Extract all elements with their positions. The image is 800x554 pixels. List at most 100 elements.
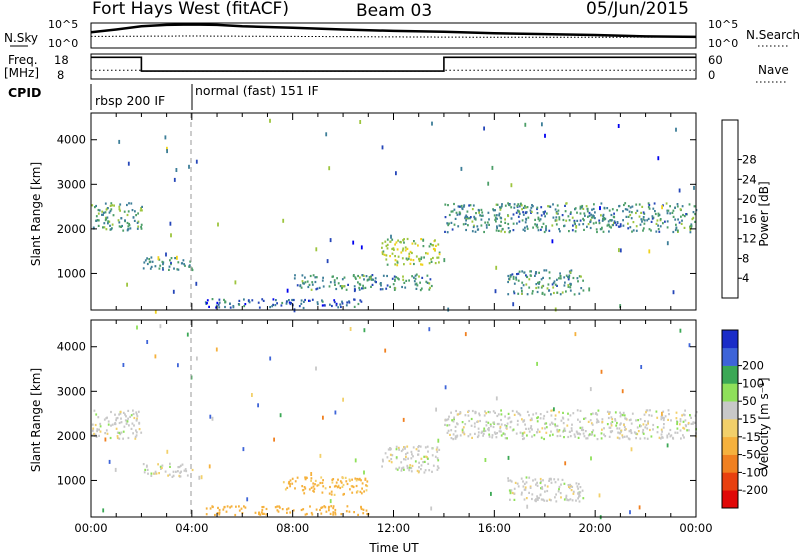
power-cell [402, 239, 404, 242]
power-cell [507, 293, 510, 296]
velocity-cell [343, 492, 345, 496]
power-colorbar-label: 28 [742, 153, 757, 167]
power-cell [126, 213, 129, 217]
velocity-cell [418, 445, 420, 448]
power-cell [641, 220, 643, 223]
velocity-cell [609, 426, 612, 429]
power-cell [643, 222, 646, 225]
power-cell [589, 218, 592, 222]
velocity-cell [331, 481, 334, 484]
power-cell [692, 216, 695, 219]
velocity-noise-cell [437, 438, 440, 443]
velocity-cell [284, 488, 287, 491]
power-cell [526, 206, 529, 209]
power-cell [398, 278, 400, 281]
power-cell [150, 265, 153, 268]
velocity-cell [517, 412, 520, 415]
velocity-cell [134, 437, 137, 440]
velocity-cell [95, 435, 98, 438]
velocity-cell [435, 448, 438, 451]
velocity-cell [664, 415, 667, 418]
power-cell [567, 285, 570, 288]
velocity-cell [554, 425, 557, 428]
velocity-cell [611, 430, 614, 433]
power-cell [375, 280, 377, 284]
power-cell [134, 210, 136, 213]
velocity-cell [510, 489, 513, 492]
velocity-cell [450, 429, 453, 432]
velocity-cell [539, 494, 542, 497]
velocity-noise-cell [629, 510, 631, 515]
velocity-cell [154, 470, 157, 473]
power-cell [308, 299, 311, 302]
velocity-cell [587, 434, 590, 437]
power-noise-cell [657, 156, 660, 161]
power-cell [537, 281, 539, 284]
velocity-cell [422, 461, 424, 464]
power-cell [488, 223, 490, 226]
velocity-cell [446, 424, 449, 427]
power-cell [500, 230, 503, 233]
velocity-cell [426, 457, 429, 460]
velocity-cell [633, 431, 636, 434]
velocity-noise-cell [484, 458, 487, 462]
power-cell [365, 275, 368, 278]
velocity-cell [340, 513, 343, 516]
power-cell [504, 204, 507, 207]
velocity-cell [361, 482, 364, 485]
power-cell [396, 261, 399, 264]
power-cell [137, 220, 140, 223]
velocity-cell [396, 468, 399, 471]
power-cell [507, 202, 509, 205]
velocity-cell [179, 475, 182, 478]
velocity-cell [578, 432, 580, 435]
power-cell [548, 271, 551, 274]
power-noise-cell [166, 146, 168, 151]
power-cell [429, 286, 431, 289]
power-cell [485, 224, 488, 227]
velocity-cell [535, 412, 538, 415]
power-cell [133, 219, 136, 222]
power-cell [548, 289, 550, 292]
power-cell [276, 302, 278, 305]
velocity-cell [310, 479, 312, 482]
power-cell [312, 274, 315, 277]
power-cell [104, 211, 107, 214]
power-cell [420, 256, 423, 259]
velocity-cell [515, 410, 518, 413]
power-cell [421, 276, 424, 279]
velocity-cell [330, 490, 333, 493]
power-noise-cell [460, 166, 463, 171]
power-cell [141, 205, 143, 208]
power-cell [685, 213, 687, 216]
power-cell [308, 283, 311, 286]
n-search-line [90, 35, 697, 38]
power-cell [627, 222, 629, 225]
power-cell [129, 227, 132, 230]
power-cell [537, 217, 540, 220]
velocity-cell [567, 499, 570, 502]
velocity-cell [92, 427, 95, 430]
power-cell [546, 287, 549, 290]
power-cell [540, 214, 543, 217]
velocity-cell [563, 498, 566, 501]
power-cell [638, 215, 641, 218]
velocity-cell [523, 419, 526, 422]
power-cell [513, 203, 516, 206]
velocity-cell [325, 510, 328, 513]
power-cell [374, 280, 376, 283]
power-noise-cell [166, 149, 168, 154]
power-cell [311, 283, 314, 286]
velocity-cell [659, 437, 662, 440]
power-cell [474, 218, 477, 221]
power-cell [501, 203, 503, 206]
velocity-cell [650, 435, 653, 438]
power-cell [568, 219, 571, 222]
power-cell [487, 211, 490, 214]
velocity-noise-cell [329, 499, 332, 504]
velocity-cell [669, 428, 672, 432]
velocity-cell [520, 493, 523, 496]
velocity-cell [563, 436, 565, 439]
power-cell [622, 219, 624, 222]
power-cell [555, 212, 558, 215]
